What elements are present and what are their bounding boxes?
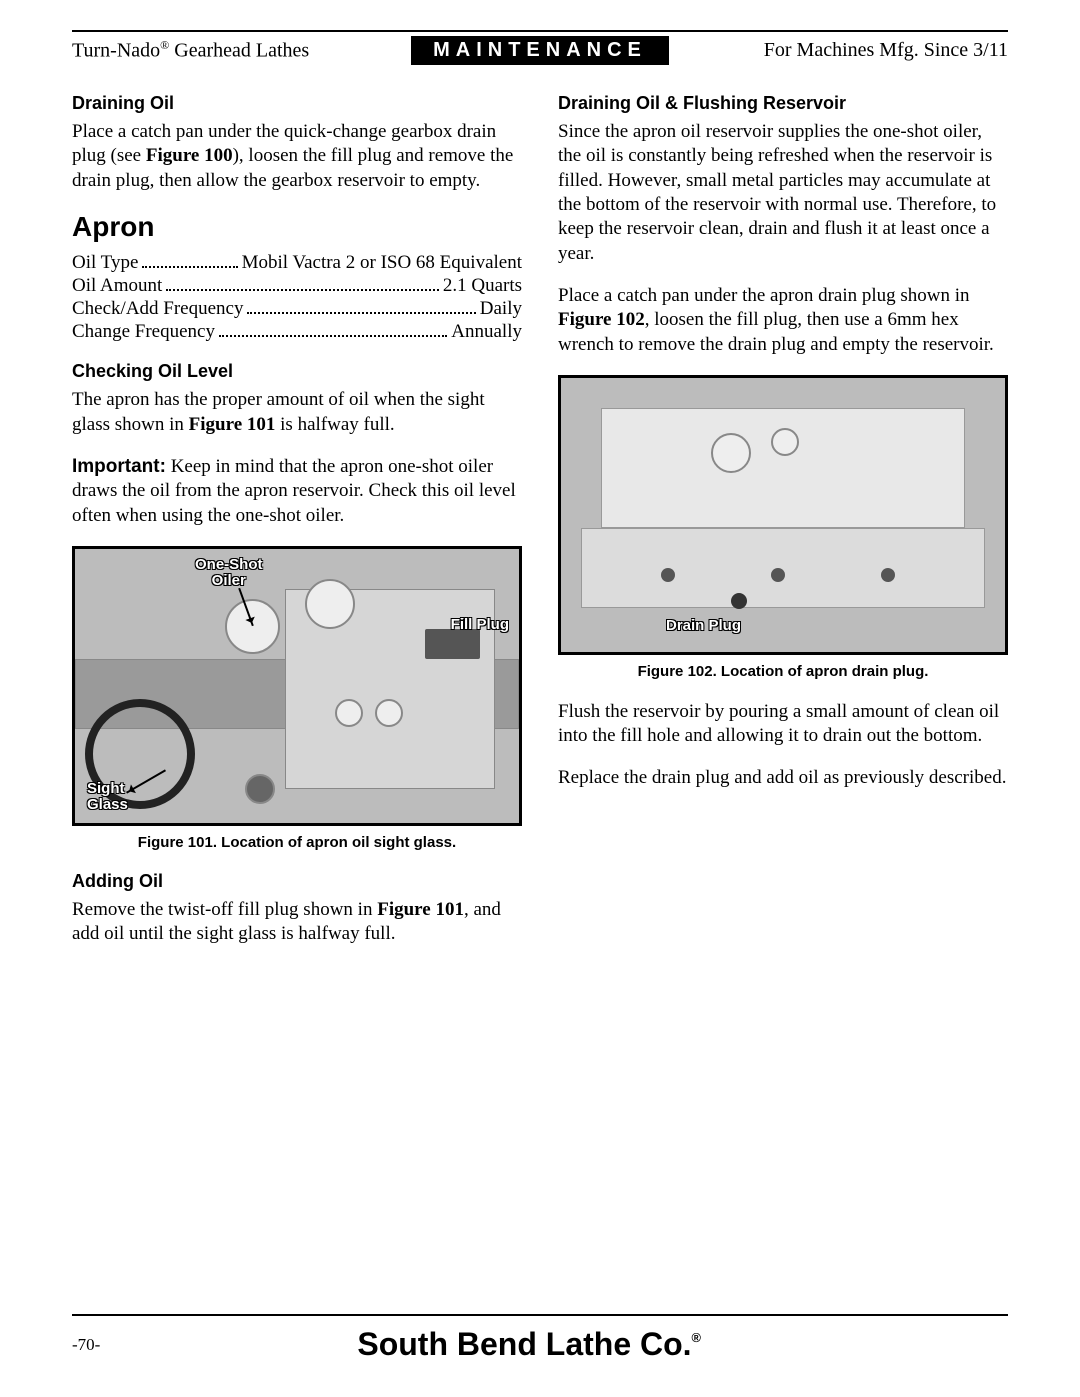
spec-label: Oil Type	[72, 252, 138, 274]
callout-fill-plug: Fill Plug	[451, 617, 509, 633]
para-draining: Place a catch pan under the quick-change…	[72, 120, 522, 193]
brand-name: South Bend Lathe Co.®	[357, 1326, 701, 1363]
spec-row: Change Frequency Annually	[72, 320, 522, 343]
text: Place a catch pan under the apron drain …	[558, 285, 970, 306]
callout-sight-glass: SightGlass	[87, 781, 128, 813]
important-label: Important:	[72, 456, 166, 477]
subhead-adding-oil: Adding Oil	[72, 871, 522, 892]
bottom-rule	[72, 1314, 1008, 1316]
leader-dots	[166, 274, 439, 291]
para-flush-4: Replace the drain plug and add oil as pr…	[558, 766, 1008, 790]
spec-label: Oil Amount	[72, 275, 162, 297]
spec-value: Annually	[451, 321, 522, 343]
figure-101: One-ShotOiler Fill Plug SightGlass	[72, 546, 522, 826]
figure-ref: Figure 101	[377, 899, 464, 920]
figure-101-caption: Figure 101. Location of apron oil sight …	[72, 834, 522, 851]
para-adding: Remove the twist-off fill plug shown in …	[72, 898, 522, 947]
para-flush-1: Since the apron oil reservoir supplies t…	[558, 120, 1008, 266]
right-column: Draining Oil & Flushing Reservoir Since …	[558, 93, 1008, 965]
header-left: Turn-Nado® Gearhead Lathes	[72, 38, 411, 63]
callout-one-shot-oiler: One-ShotOiler	[195, 557, 263, 589]
brand-text: South Bend Lathe Co.	[357, 1326, 691, 1362]
spec-label: Check/Add Frequency	[72, 298, 243, 320]
leader-dots	[142, 251, 237, 268]
figure-102-caption: Figure 102. Location of apron drain plug…	[558, 663, 1008, 680]
subhead-checking-oil: Checking Oil Level	[72, 361, 522, 382]
text: is halfway full.	[275, 414, 394, 435]
left-column: Draining Oil Place a catch pan under the…	[72, 93, 522, 965]
section-apron: Apron	[72, 211, 522, 243]
figure-ref: Figure 102	[558, 309, 645, 330]
header-right: For Machines Mfg. Since 3/11	[669, 39, 1008, 62]
page-number: -70-	[72, 1335, 100, 1355]
text: Remove the twist-off fill plug shown in	[72, 899, 377, 920]
leader-dots	[247, 297, 475, 314]
spec-row: Check/Add Frequency Daily	[72, 297, 522, 320]
registered-mark: ®	[692, 1330, 701, 1345]
spec-row: Oil Type Mobil Vactra 2 or ISO 68 Equiva…	[72, 251, 522, 274]
header-product-suffix: Gearhead Lathes	[169, 40, 309, 62]
spec-row: Oil Amount 2.1 Quarts	[72, 274, 522, 297]
page-footer: -70- South Bend Lathe Co.®	[72, 1314, 1008, 1363]
figure-ref: Figure 100	[146, 145, 233, 166]
spec-value: Daily	[480, 298, 522, 320]
apron-specs: Oil Type Mobil Vactra 2 or ISO 68 Equiva…	[72, 251, 522, 343]
header-product: Turn-Nado	[72, 40, 160, 62]
leader-dots	[219, 320, 447, 337]
top-rule	[72, 30, 1008, 32]
spec-value: 2.1 Quarts	[443, 275, 522, 297]
spec-value: Mobil Vactra 2 or ISO 68 Equivalent	[242, 252, 522, 274]
para-flush-2: Place a catch pan under the apron drain …	[558, 284, 1008, 357]
header-center: MAINTENANCE	[411, 36, 669, 65]
para-check: The apron has the proper amount of oil w…	[72, 388, 522, 437]
figure-ref: Figure 101	[189, 414, 276, 435]
callout-drain-plug: Drain Plug	[666, 618, 741, 634]
para-flush-3: Flush the reservoir by pouring a small a…	[558, 700, 1008, 749]
subhead-draining-oil: Draining Oil	[72, 93, 522, 114]
para-important: Important: Keep in mind that the apron o…	[72, 455, 522, 528]
page-header: Turn-Nado® Gearhead Lathes MAINTENANCE F…	[72, 36, 1008, 65]
figure-102: Drain Plug	[558, 375, 1008, 655]
registered-mark: ®	[160, 38, 169, 52]
subhead-flush: Draining Oil & Flushing Reservoir	[558, 93, 1008, 114]
spec-label: Change Frequency	[72, 321, 215, 343]
